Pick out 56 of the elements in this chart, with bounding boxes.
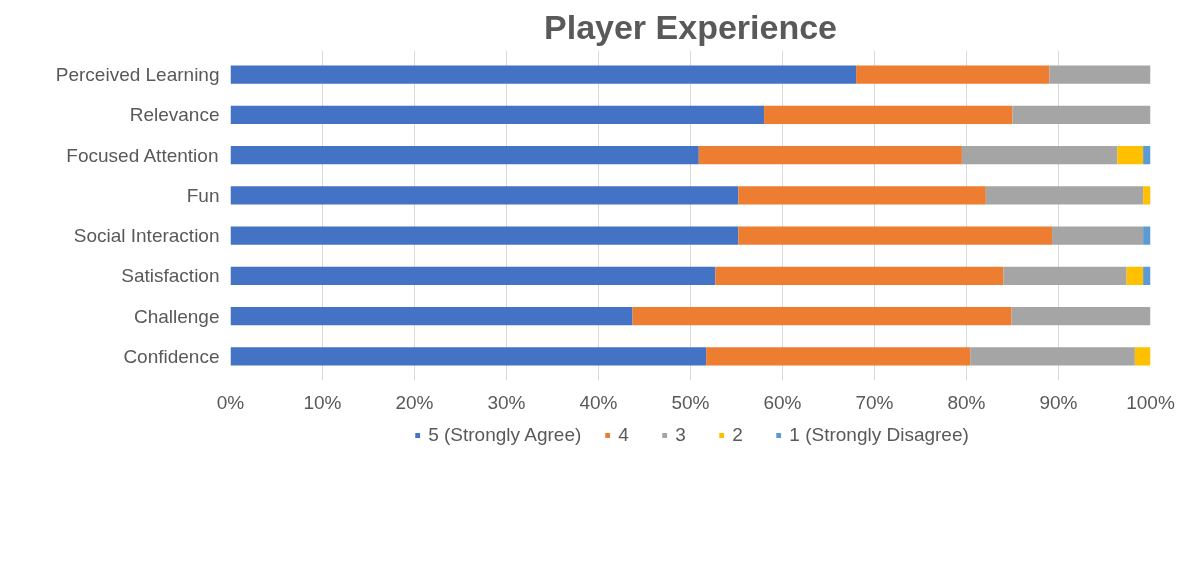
y-tick-label: Satisfaction: [121, 265, 220, 287]
bar: [985, 186, 1144, 205]
x-tick-label: 100%: [1126, 391, 1175, 413]
bar: [764, 105, 1013, 124]
bar: [230, 226, 739, 245]
legend-label: 5 (Strongly Agree): [428, 424, 582, 446]
bar: [230, 186, 739, 205]
bar: [1117, 146, 1144, 165]
x-tick-label: 30%: [487, 391, 526, 413]
x-tick-label: 90%: [1039, 391, 1078, 413]
bar: [1003, 266, 1127, 285]
x-tick-label: 40%: [579, 391, 618, 413]
bar: [230, 307, 633, 326]
y-tick-label: Fun: [186, 184, 220, 206]
legend-label: 4: [618, 424, 630, 446]
bar: [230, 146, 699, 165]
bar: [706, 347, 971, 366]
y-tick-label: Relevance: [129, 104, 220, 126]
legend-label: 2: [732, 424, 744, 446]
bar: [230, 65, 857, 84]
bar: [1012, 105, 1151, 124]
bar: [230, 347, 707, 366]
bar: [1143, 186, 1151, 205]
bar: [1011, 307, 1151, 326]
bar: [1049, 65, 1151, 84]
bar: [230, 266, 716, 285]
bar: [1143, 146, 1151, 165]
bar: [715, 266, 1004, 285]
y-tick-label: Perceived Learning: [55, 64, 220, 86]
bar: [1126, 266, 1144, 285]
x-tick-label: 50%: [671, 391, 710, 413]
bar: [856, 65, 1050, 84]
bar: [1052, 226, 1144, 245]
legend-label: 3: [675, 424, 687, 446]
bar: [1143, 266, 1151, 285]
y-tick-label: Social Interaction: [73, 225, 220, 247]
bar: [970, 347, 1135, 366]
x-tick-label: 80%: [947, 391, 986, 413]
legend-label: 1 (Strongly Disagree): [789, 424, 969, 446]
y-tick-label: Challenge: [133, 305, 220, 327]
bar: [698, 146, 962, 165]
chart-title: Player Experience: [544, 7, 837, 46]
bar: [632, 307, 1012, 326]
bar: [738, 226, 1053, 245]
bar: [961, 146, 1118, 165]
bar: [738, 186, 986, 205]
x-tick-label: 70%: [855, 391, 894, 413]
x-tick-label: 0%: [216, 391, 245, 413]
y-tick-label: Confidence: [123, 345, 220, 367]
bar: [1134, 347, 1151, 366]
bar: [1143, 226, 1151, 245]
bar: [230, 105, 765, 124]
x-tick-label: 10%: [303, 391, 342, 413]
x-tick-label: 60%: [763, 391, 802, 413]
x-tick-label: 20%: [395, 391, 434, 413]
y-tick-label: Focused Attention: [66, 144, 219, 166]
